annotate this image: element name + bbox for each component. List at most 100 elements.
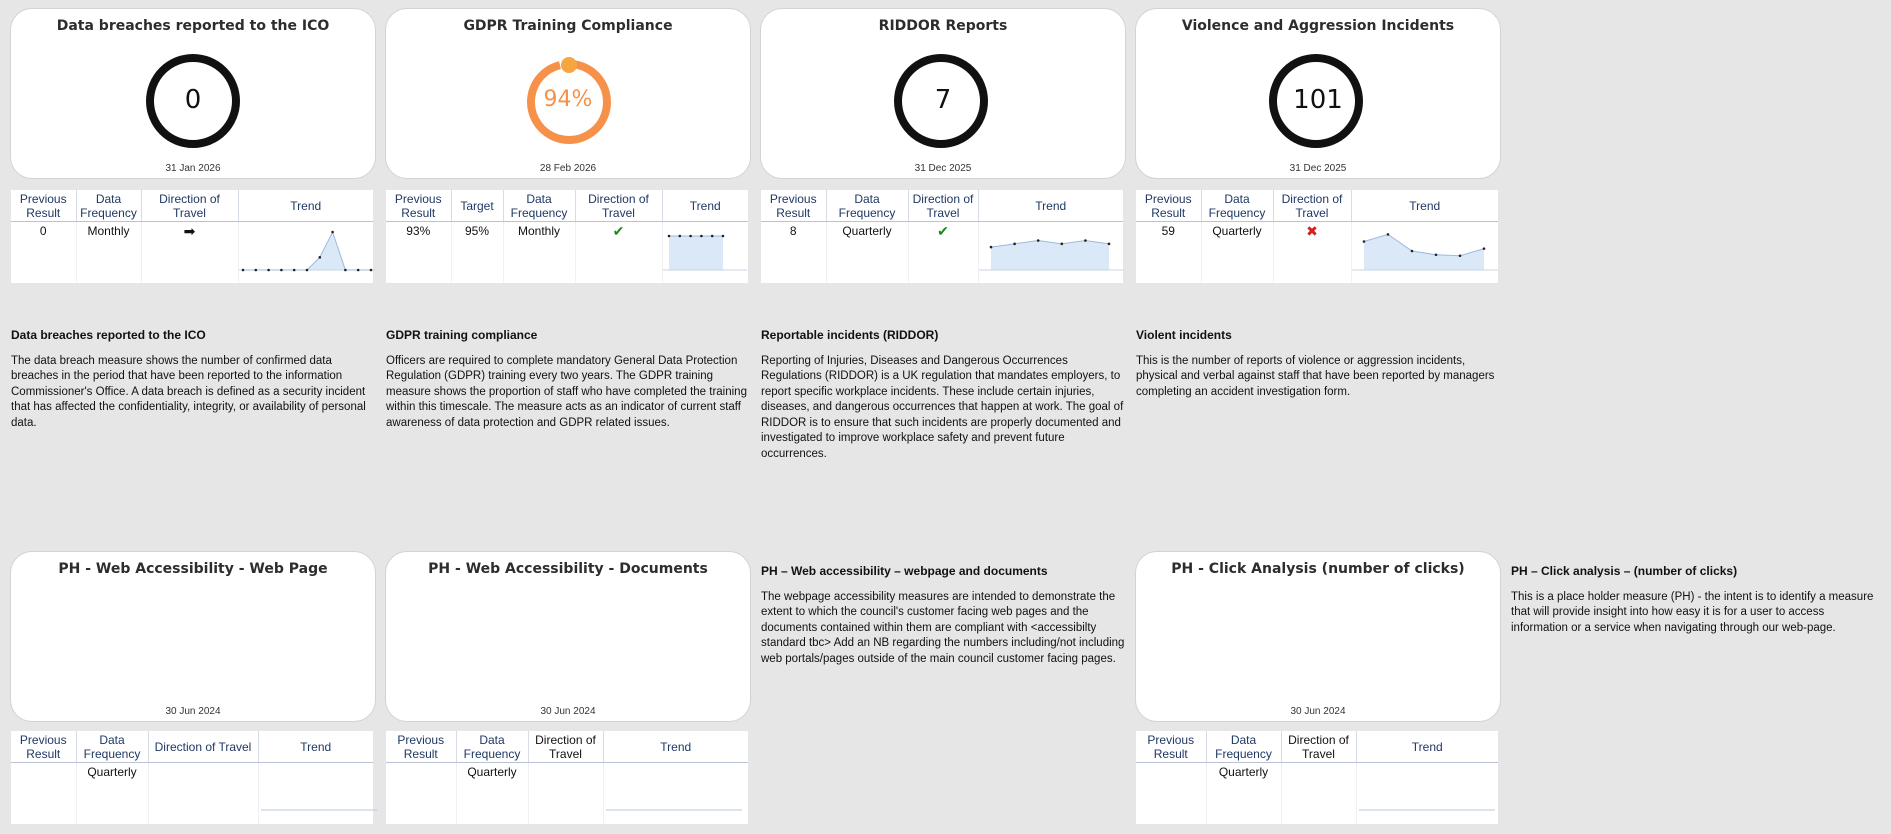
description-data-breaches: Data breaches reported to the ICO The da… bbox=[11, 328, 375, 431]
data-frequency: Quarterly bbox=[76, 762, 149, 824]
kpi-card-riddor[interactable]: RIDDOR Reports 7 31 Dec 2025 bbox=[760, 8, 1126, 179]
description-text: Officers are required to complete mandat… bbox=[386, 354, 747, 429]
direction-of-travel bbox=[528, 762, 604, 824]
kpi-card-data-breaches[interactable]: Data breaches reported to the ICO 0 31 J… bbox=[10, 8, 376, 179]
trend-point bbox=[1434, 253, 1437, 257]
trend-point bbox=[1482, 247, 1485, 250]
target: 95% bbox=[451, 221, 504, 283]
trend-line bbox=[242, 230, 371, 271]
header-data-frequency: Data Frequency bbox=[76, 731, 149, 763]
trend-point bbox=[989, 245, 992, 249]
kpi-date: 30 Jun 2024 bbox=[165, 706, 221, 717]
header-previous-result: Previous Result bbox=[1136, 731, 1207, 763]
header-trend: Trend bbox=[1356, 731, 1498, 763]
kpi-card-violence[interactable]: Violence and Aggression Incidents 101 31… bbox=[1135, 8, 1501, 179]
ring-gauge bbox=[527, 57, 611, 144]
trend-point bbox=[1060, 242, 1063, 246]
trend-point bbox=[1410, 249, 1413, 253]
data-frequency: Monthly bbox=[503, 221, 576, 283]
header-direction-of-travel: Direction of Travel bbox=[148, 731, 259, 763]
ring-gauge bbox=[894, 54, 988, 148]
kpi-card-click-analysis[interactable]: PH - Click Analysis (number of clicks) 3… bbox=[1135, 551, 1501, 722]
trend-point bbox=[305, 268, 308, 272]
trend-point bbox=[710, 234, 713, 238]
description-heading: PH – Web accessibility – webpage and doc… bbox=[761, 564, 1048, 578]
trend-cell bbox=[258, 763, 377, 825]
trend-area bbox=[242, 232, 371, 270]
header-target: Target bbox=[451, 190, 504, 222]
green-check-icon: ✔ bbox=[937, 223, 949, 239]
kpi-table-click-analysis: Previous Result Data Frequency Direction… bbox=[1136, 731, 1498, 824]
trend-cell bbox=[603, 763, 748, 825]
header-direction-of-travel: Direction of Travel bbox=[528, 731, 604, 763]
kpi-table-web-accessibility-documents: Previous Result Data Frequency Direction… bbox=[386, 731, 748, 824]
kpi-date: 28 Feb 2026 bbox=[539, 163, 597, 174]
kpi-date: 31 Dec 2025 bbox=[914, 163, 972, 174]
header-trend: Trend bbox=[258, 731, 373, 763]
header-direction-of-travel: Direction of Travel bbox=[141, 190, 239, 222]
kpi-table-web-accessibility-page: Previous Result Data Frequency Direction… bbox=[11, 731, 377, 825]
trend-point bbox=[266, 268, 270, 272]
kpi-table-gdpr-training: Previous Result Target Data Frequency Di… bbox=[386, 190, 748, 283]
kpi-date: 31 Dec 2025 bbox=[1289, 163, 1347, 174]
header-previous-result: Previous Result bbox=[1136, 190, 1202, 222]
kpi-table-data-breaches: Previous Result Data Frequency Direction… bbox=[11, 190, 375, 283]
header-data-frequency: Data Frequency bbox=[826, 190, 909, 222]
trend-cell bbox=[978, 222, 1124, 284]
trend-point bbox=[292, 268, 295, 272]
previous-result bbox=[11, 762, 77, 824]
header-data-frequency: Data Frequency bbox=[503, 190, 576, 222]
trend-point bbox=[1386, 233, 1389, 236]
description-heading: PH – Click analysis – (number of clicks) bbox=[1511, 564, 1738, 578]
trend-baseline bbox=[1358, 809, 1495, 811]
trend-baseline bbox=[260, 809, 377, 811]
trend-point bbox=[688, 234, 692, 238]
trend-point bbox=[699, 234, 703, 238]
description-riddor: Reportable incidents (RIDDOR) Reporting … bbox=[761, 328, 1125, 462]
kpi-value: 101 bbox=[1293, 85, 1343, 115]
kpi-date: 30 Jun 2024 bbox=[540, 706, 596, 717]
header-trend: Trend bbox=[662, 190, 748, 222]
kpi-card-title: Violence and Aggression Incidents bbox=[1181, 18, 1455, 34]
kpi-card-gdpr-training[interactable]: GDPR Training Compliance 94% 28 Feb 2026 bbox=[385, 8, 751, 179]
description-text: Reporting of Injuries, Diseases and Dang… bbox=[761, 354, 1124, 460]
description-heading: Data breaches reported to the ICO bbox=[11, 328, 206, 342]
trend-point bbox=[1012, 242, 1016, 246]
ring-gauge bbox=[146, 54, 240, 148]
description-gdpr-training: GDPR training compliance Officers are re… bbox=[386, 328, 750, 431]
header-direction-of-travel: Direction of Travel bbox=[1273, 190, 1352, 222]
trend-sparkline bbox=[1351, 233, 1498, 271]
description-text: This is the number of reports of violenc… bbox=[1136, 354, 1495, 398]
kpi-card-web-accessibility-documents[interactable]: PH - Web Accessibility - Documents 30 Ju… bbox=[385, 551, 751, 722]
kpi-card-title: PH - Web Accessibility - Documents bbox=[428, 561, 708, 577]
header-trend: Trend bbox=[603, 731, 748, 763]
green-check-icon: ✔ bbox=[612, 223, 625, 239]
trend-point bbox=[343, 268, 347, 272]
description-violence: Violent incidents This is the number of … bbox=[1136, 328, 1500, 400]
description-click-analysis: PH – Click analysis – (number of clicks)… bbox=[1511, 564, 1881, 636]
trend-point bbox=[1362, 240, 1365, 243]
description-heading: Reportable incidents (RIDDOR) bbox=[761, 328, 939, 342]
header-previous-result: Previous Result bbox=[386, 731, 457, 763]
kpi-date: 31 Jan 2026 bbox=[165, 163, 221, 174]
trend-point bbox=[1083, 239, 1087, 242]
trend-point bbox=[667, 234, 670, 238]
header-direction-of-travel: Direction of Travel bbox=[1281, 731, 1357, 763]
header-data-frequency: Data Frequency bbox=[1201, 190, 1274, 222]
trend-point bbox=[1036, 239, 1039, 242]
kpi-card-title: RIDDOR Reports bbox=[878, 18, 1008, 34]
right-arrow-icon: ➡ bbox=[183, 223, 196, 239]
description-web-accessibility: PH – Web accessibility – webpage and doc… bbox=[761, 564, 1125, 667]
kpi-card-web-accessibility-page[interactable]: PH - Web Accessibility - Web Page 30 Jun… bbox=[10, 551, 376, 722]
trend-point bbox=[241, 268, 244, 272]
description-text: The webpage accessibility measures are i… bbox=[761, 590, 1125, 665]
direction-of-travel: ➡ bbox=[141, 221, 239, 283]
trend-cell bbox=[662, 222, 748, 284]
kpi-card-title: PH - Web Accessibility - Web Page bbox=[58, 561, 328, 577]
trend-point bbox=[254, 268, 257, 272]
header-data-frequency: Data Frequency bbox=[456, 731, 529, 763]
description-text: The data breach measure shows the number… bbox=[11, 354, 366, 429]
header-previous-result: Previous Result bbox=[11, 731, 77, 763]
direction-of-travel: ✔ bbox=[908, 221, 979, 283]
trend-point bbox=[318, 256, 321, 259]
